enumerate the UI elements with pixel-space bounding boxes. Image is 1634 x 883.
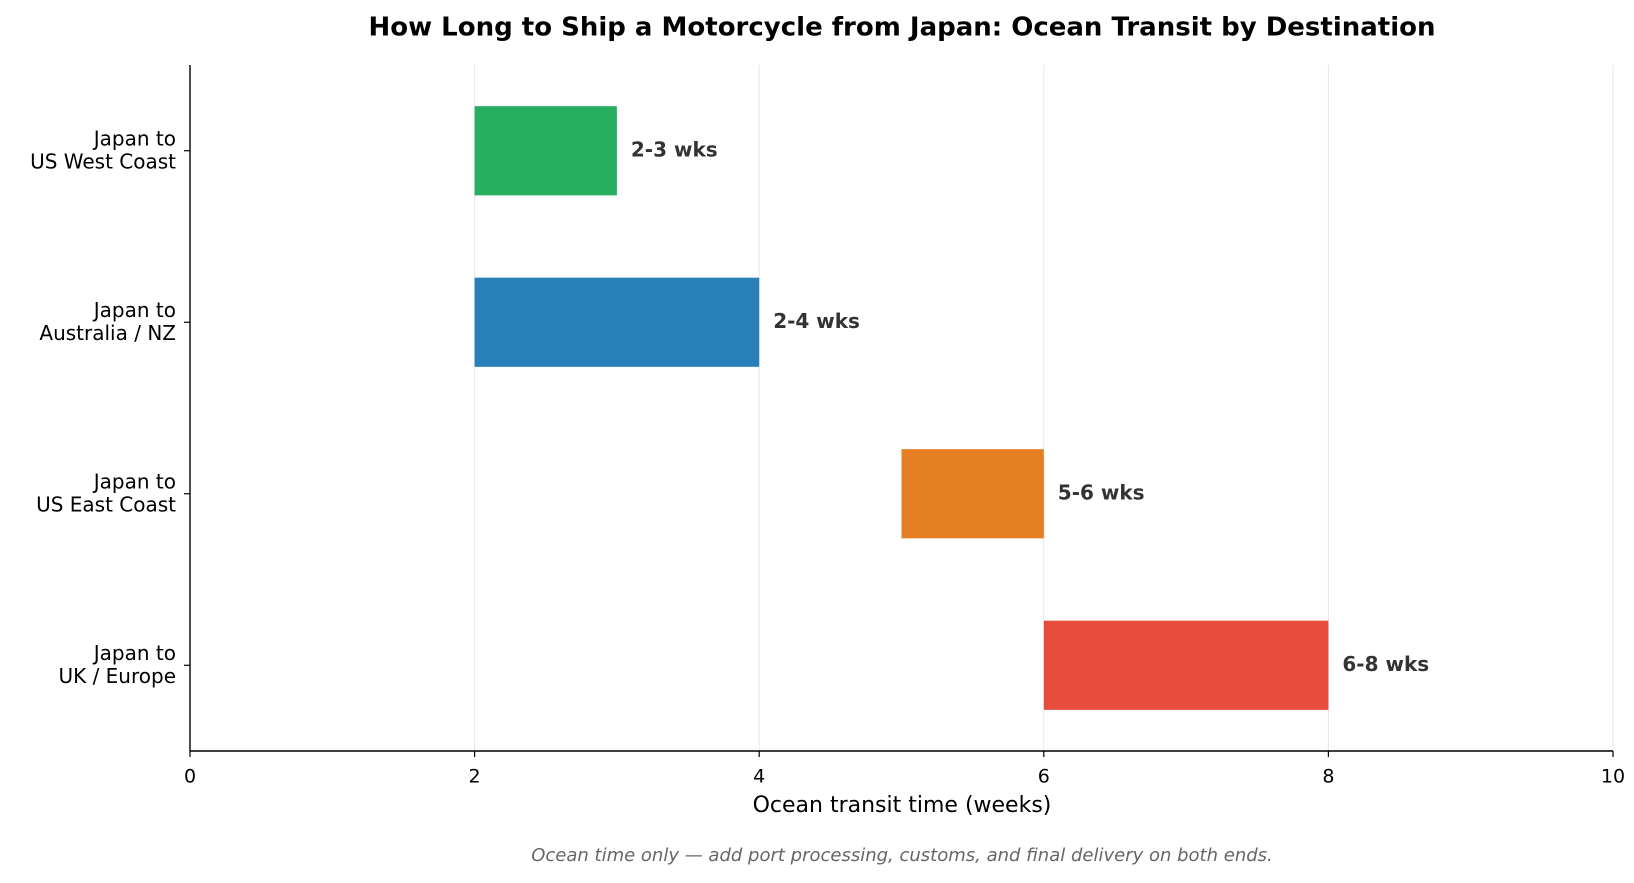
- bar: [474, 106, 617, 196]
- x-tick-label: 4: [753, 766, 765, 788]
- chart-title: How Long to Ship a Motorcycle from Japan…: [368, 13, 1435, 43]
- x-tick-label: 8: [1322, 766, 1334, 788]
- x-tick-label: 0: [184, 766, 196, 788]
- bar: [901, 449, 1044, 539]
- y-tick-label: Japan to UK / Europe: [58, 640, 176, 687]
- footnote: Ocean time only — add port processing, c…: [531, 845, 1273, 866]
- y-tick-label: Japan to US West Coast: [30, 126, 176, 173]
- value-label: 2-4 wks: [773, 309, 860, 333]
- y-tick-label: Japan to US East Coast: [36, 469, 176, 516]
- x-tick-label: 6: [1038, 766, 1050, 788]
- bar: [1043, 620, 1329, 710]
- x-tick-label: 10: [1601, 766, 1625, 788]
- x-tick-label: 2: [469, 766, 481, 788]
- value-label: 6-8 wks: [1342, 652, 1429, 676]
- y-tick-label: Japan to Australia / NZ: [39, 297, 176, 344]
- bar: [474, 277, 760, 367]
- value-label: 2-3 wks: [631, 137, 718, 161]
- value-label: 5-6 wks: [1058, 480, 1145, 504]
- x-axis-label: Ocean transit time (weeks): [753, 793, 1052, 818]
